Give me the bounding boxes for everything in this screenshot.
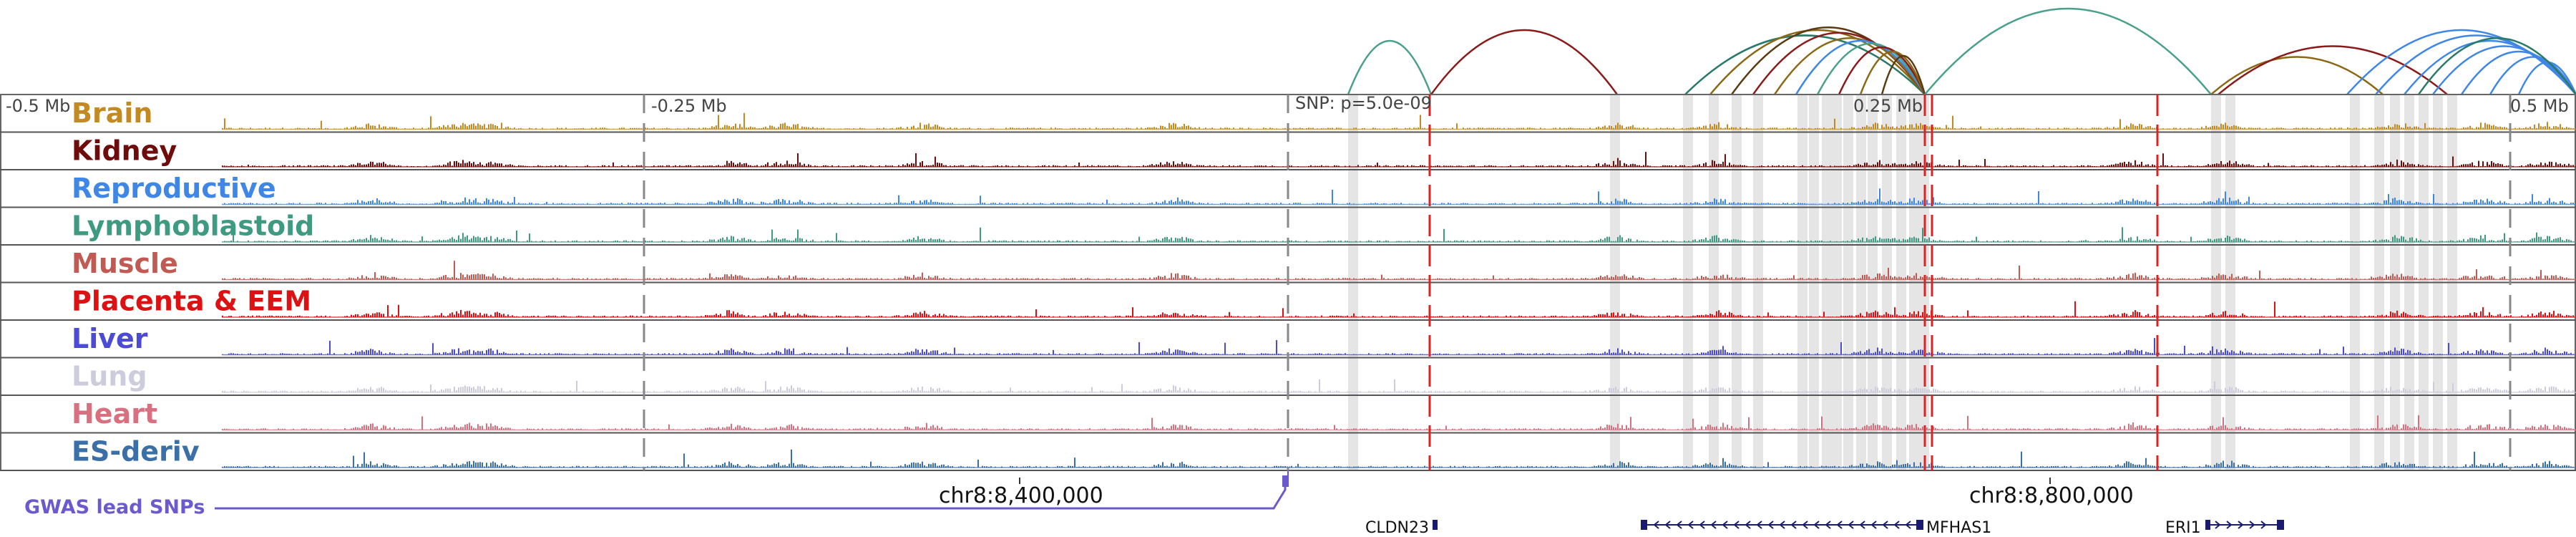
- interaction-arc: [1838, 46, 1926, 95]
- strand-chevron: [1676, 521, 1682, 529]
- strand-chevron: [1687, 521, 1694, 529]
- interaction-arc: [1880, 54, 1926, 95]
- gene-strand-mfhas1: [1653, 521, 1911, 529]
- gene-exon-eri1-end: [2277, 520, 2284, 530]
- strand-chevron: [1836, 521, 1843, 529]
- gene-exon-mfhas1-start: [1641, 520, 1647, 530]
- strand-chevron: [1756, 521, 1762, 529]
- signal-reproductive: [222, 188, 2574, 205]
- track-label-placenta-eem: Placenta & EEM: [72, 286, 311, 317]
- track-label-lung: Lung: [72, 361, 147, 392]
- strand-chevron: [2260, 521, 2267, 529]
- track-label-muscle: Muscle: [72, 248, 178, 279]
- interaction-arc: [1924, 7, 2212, 95]
- track-label-liver: Liver: [72, 323, 148, 354]
- strand-chevron: [1813, 521, 1820, 529]
- strand-chevron: [2238, 521, 2244, 529]
- gwas-connector-line: [215, 475, 1287, 510]
- signal-lung: [222, 379, 2574, 392]
- strand-chevron: [1699, 521, 1705, 529]
- signal-brain: [222, 112, 2574, 130]
- signal-lymphoblastoid: [222, 227, 2574, 242]
- coordinate-label-1: chr8:8,400,000: [939, 483, 1103, 508]
- signal-es-deriv: [222, 449, 2574, 468]
- gene-label-eri1: ERI1: [2165, 519, 2201, 537]
- strand-chevron: [1802, 521, 1808, 529]
- signal-kidney: [222, 152, 2574, 167]
- track-label-lymphoblastoid: Lymphoblastoid: [72, 211, 314, 242]
- strand-chevron: [1790, 521, 1797, 529]
- interaction-arc: [2218, 45, 2448, 95]
- interaction-arc: [1816, 42, 1926, 95]
- interaction-arc: [1795, 39, 1926, 95]
- strand-chevron: [1848, 521, 1854, 529]
- strand-chevron: [1664, 521, 1671, 529]
- gwas-snp-mark: [1282, 475, 1289, 487]
- gene-label-cldn23: CLDN23: [1365, 519, 1429, 537]
- gene-exon-cldn23: [1433, 520, 1438, 530]
- interaction-arc: [1347, 39, 1433, 95]
- track-label-heart: Heart: [72, 398, 157, 430]
- strand-chevron: [1779, 521, 1785, 529]
- track-label-es-deriv: ES-deriv: [72, 436, 200, 468]
- signal-heart: [222, 415, 2574, 430]
- strand-chevron: [1905, 521, 1911, 529]
- interaction-arc: [1709, 29, 1926, 95]
- strand-chevron: [1870, 521, 1877, 529]
- track-label-kidney: Kidney: [72, 135, 177, 167]
- interaction-arc: [2210, 56, 2384, 95]
- track-label-brain: Brain: [72, 97, 152, 129]
- interaction-arc: [1430, 29, 1619, 95]
- interaction-arc: [2431, 45, 2576, 95]
- track-labels: Brain Kidney Reproductive Lymphoblastoid Mus…: [72, 97, 314, 468]
- strand-chevron: [1893, 521, 1900, 529]
- reference-lines: [643, 95, 2512, 476]
- strand-chevron: [2249, 521, 2255, 529]
- strand-chevron: [1882, 521, 1888, 529]
- axis-label-right: 0.5 Mb: [2510, 96, 2569, 116]
- strand-chevron: [1859, 521, 1865, 529]
- track-label-reproductive: Reproductive: [72, 173, 276, 204]
- gene-label-mfhas1: MFHAS1: [1926, 519, 1991, 537]
- signal-placenta-eem: [222, 301, 2574, 317]
- signal-tracks: [0, 94, 2576, 471]
- strand-chevron: [1722, 521, 1728, 529]
- strand-chevron: [2226, 521, 2233, 529]
- interaction-arc: [2417, 37, 2576, 95]
- gene-exon-mfhas1-end: [1916, 520, 1923, 530]
- coordinate-label-2: chr8:8,800,000: [1969, 483, 2134, 508]
- interaction-arc: [1773, 37, 1926, 95]
- strand-chevron: [1825, 521, 1831, 529]
- gwas-label: GWAS lead SNPs: [24, 496, 205, 518]
- interaction-arc: [2346, 29, 2576, 95]
- strand-chevron: [1710, 521, 1717, 529]
- bottom-annotations: GWAS lead SNPs chr8:8,400,000 chr8:8,800…: [24, 475, 2284, 537]
- strand-chevron: [1745, 521, 1751, 529]
- gene-strand-eri1: [2215, 521, 2267, 529]
- interaction-arc: [2375, 34, 2576, 95]
- strand-chevron: [1733, 521, 1740, 529]
- interaction-arc: [2404, 39, 2576, 95]
- strand-chevron: [1767, 521, 1774, 529]
- axis-label-left: -0.5 Mb: [6, 96, 70, 116]
- strand-chevron: [1653, 521, 1659, 529]
- interaction-arc: [1859, 51, 1926, 95]
- strand-chevron: [2215, 521, 2221, 529]
- interaction-arc: [1684, 34, 1926, 95]
- axis-label-q3: 0.25 Mb: [1853, 96, 1923, 116]
- interaction-arcs: [1347, 7, 2576, 95]
- axis-label-q1: -0.25 Mb: [651, 96, 727, 116]
- gene-exon-eri1-start: [2205, 520, 2210, 530]
- interaction-arc: [2517, 62, 2576, 95]
- interaction-arc: [2489, 56, 2576, 95]
- gene-track: CLDN23 MFHAS1 ERI1: [1365, 519, 2284, 537]
- axis-label-snp: SNP: p=5.0e-09: [1295, 93, 1432, 113]
